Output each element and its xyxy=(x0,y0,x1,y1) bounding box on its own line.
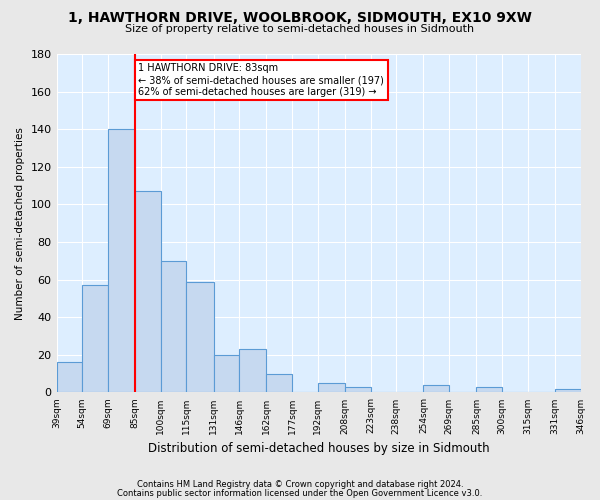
Text: 1, HAWTHORN DRIVE, WOOLBROOK, SIDMOUTH, EX10 9XW: 1, HAWTHORN DRIVE, WOOLBROOK, SIDMOUTH, … xyxy=(68,11,532,25)
Bar xyxy=(266,374,292,392)
Text: 1 HAWTHORN DRIVE: 83sqm
← 38% of semi-detached houses are smaller (197)
62% of s: 1 HAWTHORN DRIVE: 83sqm ← 38% of semi-de… xyxy=(139,64,385,96)
Bar xyxy=(186,282,214,393)
Bar xyxy=(317,383,345,392)
Bar xyxy=(239,349,266,393)
Bar xyxy=(476,387,502,392)
Bar xyxy=(161,261,186,392)
Bar xyxy=(345,387,371,392)
Text: Contains HM Land Registry data © Crown copyright and database right 2024.: Contains HM Land Registry data © Crown c… xyxy=(137,480,463,489)
Bar xyxy=(56,362,82,392)
Bar xyxy=(555,388,581,392)
Bar xyxy=(424,385,449,392)
Y-axis label: Number of semi-detached properties: Number of semi-detached properties xyxy=(15,127,25,320)
X-axis label: Distribution of semi-detached houses by size in Sidmouth: Distribution of semi-detached houses by … xyxy=(148,442,490,455)
Bar xyxy=(82,286,108,393)
Bar xyxy=(135,192,161,392)
Text: Size of property relative to semi-detached houses in Sidmouth: Size of property relative to semi-detach… xyxy=(125,24,475,34)
Bar xyxy=(214,355,239,393)
Bar xyxy=(108,129,135,392)
Text: Contains public sector information licensed under the Open Government Licence v3: Contains public sector information licen… xyxy=(118,488,482,498)
